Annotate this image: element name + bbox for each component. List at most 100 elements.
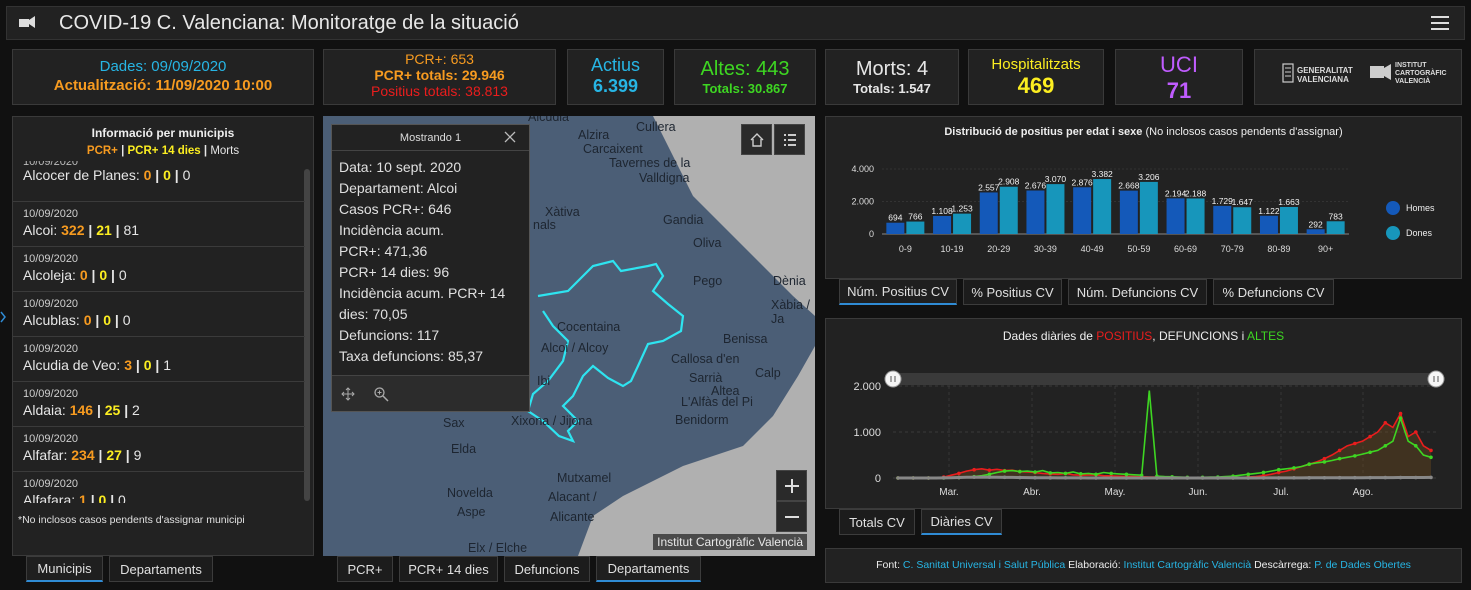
series-point	[1124, 476, 1129, 480]
hamburger-menu-icon[interactable]	[1430, 13, 1450, 38]
list-item[interactable]: 10/09/2020 Alfafara: 1 | 0 | 0	[13, 472, 305, 503]
series-point	[1292, 476, 1296, 480]
font-label: Font:	[876, 559, 900, 571]
elab-link[interactable]: Institut Cartogràfic Valencià	[1123, 559, 1252, 571]
x-tick-label: 10-19	[941, 244, 964, 254]
popup-line: Incidència acum. PCR+ 14	[339, 285, 506, 301]
item-morts: 0	[118, 267, 127, 283]
popup-footer	[332, 375, 529, 411]
list-item[interactable]: 10/09/2020 Alcudia de Veo: 3 | 0 | 1	[13, 337, 305, 382]
municipis-list[interactable]: Alcocer de Planes: 0 | 0 | 0 10/09/2020 Al…	[13, 165, 305, 503]
popup-line: PCR+: 471,36	[339, 243, 428, 259]
municipis-scrollbar[interactable]	[304, 169, 310, 501]
bar-dones	[906, 221, 925, 234]
tab-num-positius[interactable]: Núm. Positius CV	[839, 279, 957, 305]
series-point	[1413, 444, 1418, 448]
map-place-label: Novelda	[447, 486, 493, 500]
series-point	[1155, 476, 1159, 480]
item-sep: |	[111, 222, 124, 238]
list-item[interactable]: 10/09/2020 Alcoleja: 0 | 0 | 0	[13, 247, 305, 292]
item-sep: |	[84, 222, 97, 238]
bar-value-label: 3.070	[1045, 174, 1067, 184]
zoom-to-icon[interactable]	[373, 386, 389, 407]
bar-homes	[1026, 190, 1045, 234]
tab-departaments[interactable]: Departaments	[109, 556, 213, 582]
item-values: Alcoleja: 0 | 0 | 0	[23, 267, 305, 283]
bar-homes	[1213, 205, 1232, 234]
series-point	[1353, 475, 1357, 480]
municipis-legend: PCR+ | PCR+ 14 dies | Morts	[13, 145, 313, 157]
bar-homes	[933, 215, 952, 234]
series-point	[941, 476, 946, 480]
item-morts: 0	[122, 312, 131, 328]
x-tick-label: 80-89	[1267, 244, 1290, 254]
series-point	[1368, 450, 1372, 455]
item-date: 10/09/2020	[23, 253, 79, 265]
bar-value-label: 2.908	[998, 177, 1020, 187]
tab-map-pcr14[interactable]: PCR+ 14 dies	[399, 556, 498, 582]
x-tick-label: Ago.	[1353, 487, 1374, 498]
series-point	[1185, 476, 1190, 480]
list-item[interactable]: 10/09/2020 Alcublas: 0 | 0 | 0	[13, 292, 305, 337]
item-pcr: 0	[79, 267, 88, 283]
side-collapse-icon[interactable]	[0, 302, 6, 332]
daily-chart-panel: Dades diàries de POSITIUS, DEFUNCIONS i …	[825, 318, 1462, 509]
x-tick-label: Jun.	[1189, 487, 1208, 498]
series-point	[1170, 476, 1174, 480]
chart2-title-mid: , DEFUNCIONS i	[1152, 329, 1247, 343]
desc-link[interactable]: P. de Dades Obertes	[1314, 559, 1411, 571]
series-point	[1002, 475, 1007, 480]
map-place-label: Alzira	[578, 128, 610, 142]
tab-pct-defuncions[interactable]: % Defuncions CV	[1213, 279, 1334, 305]
bar-value-label: 2.676	[1025, 181, 1047, 191]
hosp-label: Hospitalitzats	[991, 56, 1081, 73]
bar-value-label: 694	[888, 213, 902, 223]
range-slider-handle[interactable]	[884, 370, 902, 388]
series-point	[1322, 456, 1327, 461]
item-sep: |	[86, 492, 99, 503]
tab-municipis[interactable]: Municipis	[26, 556, 103, 582]
zoom-out-button[interactable]	[776, 501, 807, 532]
close-icon[interactable]	[503, 130, 517, 147]
bar-homes	[979, 192, 998, 234]
series-point	[1018, 475, 1022, 480]
list-item[interactable]: Alcocer de Planes: 0 | 0 | 0	[13, 167, 305, 202]
list-item[interactable]: 10/09/2020 Aldaia: 146 | 25 | 2	[13, 382, 305, 427]
move-icon[interactable]	[341, 387, 355, 406]
altes-totals: Totals: 30.867	[702, 81, 788, 96]
home-button[interactable]	[741, 124, 772, 155]
tab-totals-cv[interactable]: Totals CV	[839, 509, 915, 535]
bar-value-label: 2.668	[1118, 181, 1140, 191]
list-item[interactable]: 10/09/2020 Alcoi: 322 | 21 | 81	[13, 202, 305, 247]
tab-diaries-cv[interactable]: Diàries CV	[921, 509, 1002, 535]
map-place-label: Pego	[693, 274, 723, 288]
series-point	[1413, 430, 1418, 434]
tab-map-departaments[interactable]: Departaments	[596, 556, 701, 582]
age-sex-chart-panel: Distribució de positius per edat i sexe …	[825, 116, 1462, 279]
bar-value-label: 1.663	[1278, 197, 1300, 207]
item-values: Alcublas: 0 | 0 | 0	[23, 312, 305, 328]
series-point	[1398, 416, 1403, 420]
tab-pct-positius[interactable]: % Positius CV	[963, 279, 1062, 305]
popup-line: Casos PCR+: 646	[339, 201, 452, 217]
tab-map-defuncions[interactable]: Defuncions	[504, 556, 590, 582]
series-point	[926, 476, 931, 480]
item-values: Aldaia: 146 | 25 | 2	[23, 402, 305, 418]
series-point	[1109, 471, 1113, 476]
font-link[interactable]: C. Sanitat Universal i Salut Pública	[902, 559, 1066, 571]
bar-dones	[1233, 207, 1252, 234]
map-place-label: Alcudia	[528, 116, 569, 124]
range-slider-handle[interactable]	[1427, 370, 1445, 388]
chart2-title-altes: ALTES	[1246, 329, 1285, 343]
pcr-totals: PCR+ totals: 29.946	[374, 67, 505, 83]
tab-num-defuncions[interactable]: Núm. Defuncions CV	[1068, 279, 1207, 305]
legend-button[interactable]	[774, 124, 805, 155]
series-point	[1094, 476, 1098, 480]
item-sep: |	[91, 312, 104, 328]
map-place-label: Oliva	[693, 236, 722, 250]
tab-map-pcr[interactable]: PCR+	[337, 556, 393, 582]
series-point	[987, 472, 992, 477]
zoom-in-button[interactable]	[776, 470, 807, 501]
item-morts: 2	[132, 402, 140, 418]
list-item[interactable]: 10/09/2020 Alfafar: 234 | 27 | 9	[13, 427, 305, 472]
